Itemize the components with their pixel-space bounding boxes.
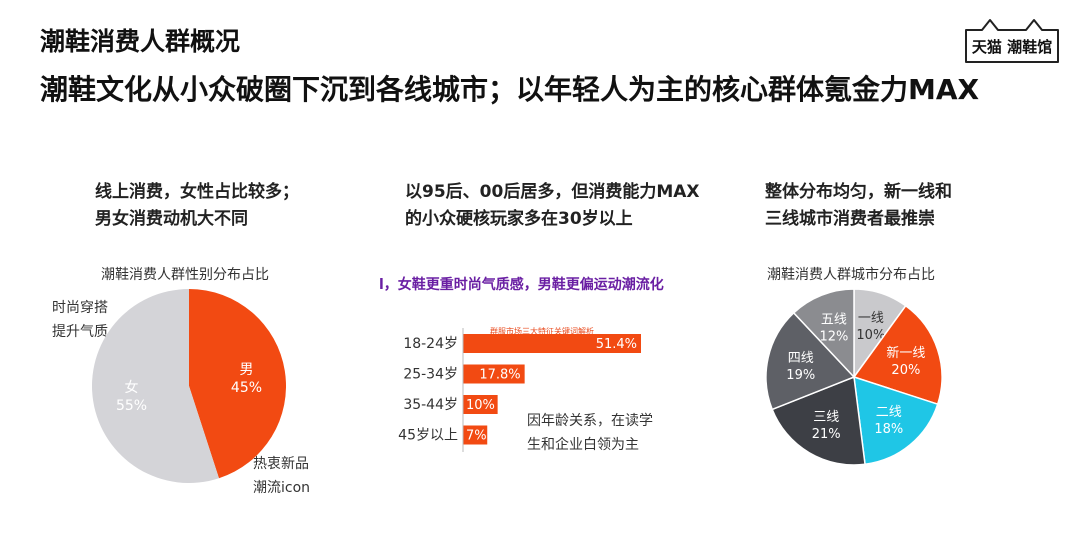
age-bar-0	[463, 334, 641, 353]
age-bar-2	[463, 395, 498, 414]
age-category-2: 35-44岁	[403, 397, 458, 413]
city-heading-line1: 整体分布均匀，新一线和	[765, 182, 952, 202]
city-slice-2	[853, 375, 939, 466]
male-note-line2: 潮流icon	[253, 480, 311, 496]
age-value-2: 10%	[466, 398, 495, 413]
gender-chart-title: 潮鞋消费人群性别分布占比	[101, 267, 269, 283]
female-note-line1: 时尚穿搭	[52, 300, 108, 316]
age-category-1: 25-34岁	[403, 367, 458, 383]
city-label-3: 三线	[813, 410, 839, 425]
city-label-1: 新一线	[886, 345, 925, 361]
gender-heading-line2: 男女消费动机大不同	[95, 209, 248, 229]
city-chart-title: 潮鞋消费人群城市分布占比	[767, 267, 935, 283]
city-label-0: 一线	[858, 311, 884, 326]
city-slice-3	[771, 375, 866, 466]
city-slice-5	[792, 288, 855, 379]
age-occupation-note: 因年龄关系，在读学 生和企业白领为主	[527, 409, 653, 457]
female-note-line2: 提升气质	[52, 324, 108, 340]
city-value-3: 21%	[812, 427, 841, 442]
city-label-2: 二线	[876, 405, 902, 420]
age-value-1: 17.8%	[479, 368, 520, 383]
city-label-5: 五线	[821, 312, 847, 327]
gender-label-0: 男	[239, 362, 253, 378]
age-note-line2: 生和企业白领为主	[527, 437, 639, 453]
male-motivation-note: 热衷新品 潮流icon	[253, 452, 310, 500]
city-section-heading: 整体分布均匀，新一线和 三线城市消费者最推崇	[765, 179, 952, 233]
age-chart-title: 群服市场三大特征关键词解析	[490, 327, 594, 336]
gender-slice-1	[92, 289, 219, 483]
gender-slice-0	[189, 289, 287, 479]
age-section-heading: 以95后、00后居多，但消费能力MAX 的小众硬核玩家多在30岁以上	[405, 179, 700, 233]
age-value-3: 7%	[466, 429, 487, 444]
gender-value-0: 45%	[231, 380, 262, 396]
age-value-0: 51.4%	[596, 337, 637, 352]
gender-heading-line1: 线上消费，女性占比较多；	[95, 182, 299, 202]
city-heading-line2: 三线城市消费者最推崇	[765, 209, 935, 229]
age-category-0: 18-24岁	[403, 336, 458, 352]
age-bar-chart: 18-24岁 51.4% 25-34岁 17.8% 35-44岁 10% 45岁以上 7%	[398, 328, 641, 452]
age-bar-1	[463, 364, 525, 384]
city-value-5: 12%	[819, 329, 848, 344]
gender-section-heading: 线上消费，女性占比较多； 男女消费动机大不同	[95, 179, 299, 233]
city-slice-1	[852, 304, 943, 406]
age-bar-3	[463, 425, 488, 445]
logo-text: 天猫 潮鞋馆	[972, 38, 1052, 56]
gender-pie-chart: 男 45% 女 55%	[92, 289, 287, 483]
gender-label-1: 女	[125, 379, 139, 396]
shoe-style-note: l，女鞋更重时尚气质感，男鞋更偏运动潮流化	[379, 277, 664, 293]
city-value-1: 20%	[891, 363, 920, 378]
city-value-2: 18%	[874, 422, 903, 437]
city-pie-chart: 一线 10%新一线 20% 二线 18% 三线 21% 四线 19% 五线 12%	[765, 288, 943, 466]
female-motivation-note: 时尚穿搭 提升气质	[52, 296, 108, 344]
gender-value-1: 55%	[116, 398, 147, 414]
age-heading-line2: 的小众硬核玩家多在30岁以上	[405, 209, 633, 229]
city-slice-4	[765, 311, 856, 411]
male-note-line1: 热衷新品	[253, 456, 309, 472]
tmall-logo: 天猫 潮鞋馆	[965, 19, 1059, 63]
age-note-line1: 因年龄关系，在读学	[527, 413, 653, 429]
city-label-4: 四线	[788, 351, 814, 366]
age-category-3: 45岁以上	[398, 428, 458, 444]
city-value-0: 10%	[856, 328, 885, 343]
city-value-4: 19%	[786, 368, 815, 383]
section-title: 潮鞋消费人群概况	[40, 27, 241, 56]
page-headline: 潮鞋文化从小众破圈下沉到各线城市；以年轻人为主的核心群体氪金力MAX	[40, 73, 980, 106]
age-heading-line1: 以95后、00后居多，但消费能力MAX	[405, 182, 700, 202]
